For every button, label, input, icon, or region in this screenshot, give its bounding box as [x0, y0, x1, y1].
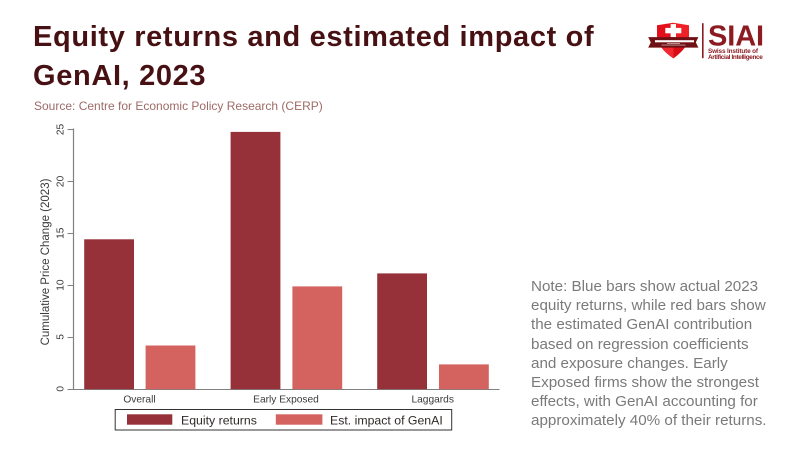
svg-text:Swiss Institute of: Swiss Institute of [708, 48, 759, 55]
svg-text:25: 25 [56, 124, 67, 136]
svg-text:Artificial Intelligence: Artificial Intelligence [708, 54, 763, 61]
svg-text:Est. impact of GenAI: Est. impact of GenAI [330, 414, 443, 428]
svg-text:5: 5 [56, 334, 67, 340]
svg-text:15: 15 [56, 227, 67, 239]
svg-text:Overall: Overall [123, 395, 155, 406]
svg-text:Cumulative Price Change (2023): Cumulative Price Change (2023) [40, 178, 52, 345]
svg-text:20: 20 [56, 175, 67, 187]
svg-text:Equity returns: Equity returns [181, 414, 257, 428]
svg-text:0: 0 [56, 386, 67, 392]
svg-text:Early Exposed: Early Exposed [253, 395, 319, 406]
svg-text:10: 10 [56, 279, 67, 291]
svg-text:SIAI: SIAI [708, 20, 764, 52]
svg-text:Laggards: Laggards [411, 395, 453, 406]
